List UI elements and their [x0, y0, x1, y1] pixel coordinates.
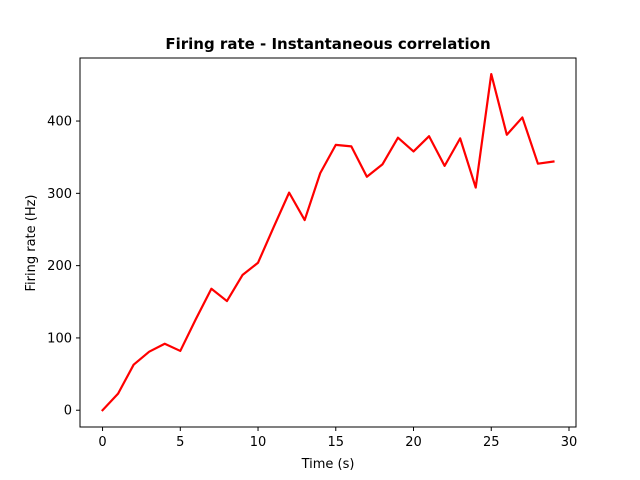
- y-tick-label: 200: [47, 259, 72, 274]
- x-tick-label: 15: [328, 435, 345, 450]
- chart-title: Firing rate - Instantaneous correlation: [165, 35, 490, 53]
- y-tick-label: 400: [47, 115, 72, 130]
- y-tick-label: 100: [47, 331, 72, 346]
- x-axis-label: Time (s): [301, 457, 355, 472]
- y-axis-label: Firing rate (Hz): [24, 194, 39, 291]
- x-tick-label: 10: [250, 435, 267, 450]
- plot-frame: [79, 57, 577, 428]
- y-tick-label: 0: [64, 404, 72, 419]
- x-tick-label: 5: [176, 435, 184, 450]
- x-tick-label: 20: [405, 435, 422, 450]
- y-tick-label: 300: [47, 187, 72, 202]
- x-tick-label: 25: [483, 435, 500, 450]
- y-axis-ticks: 0 100 200 300 400: [47, 115, 80, 419]
- x-tick-label: 30: [561, 435, 578, 450]
- series-line: [100, 72, 555, 412]
- series-group: [100, 72, 555, 412]
- x-axis-ticks: 0 5 10 15 20 25 30: [98, 427, 577, 450]
- x-tick-label: 0: [98, 435, 106, 450]
